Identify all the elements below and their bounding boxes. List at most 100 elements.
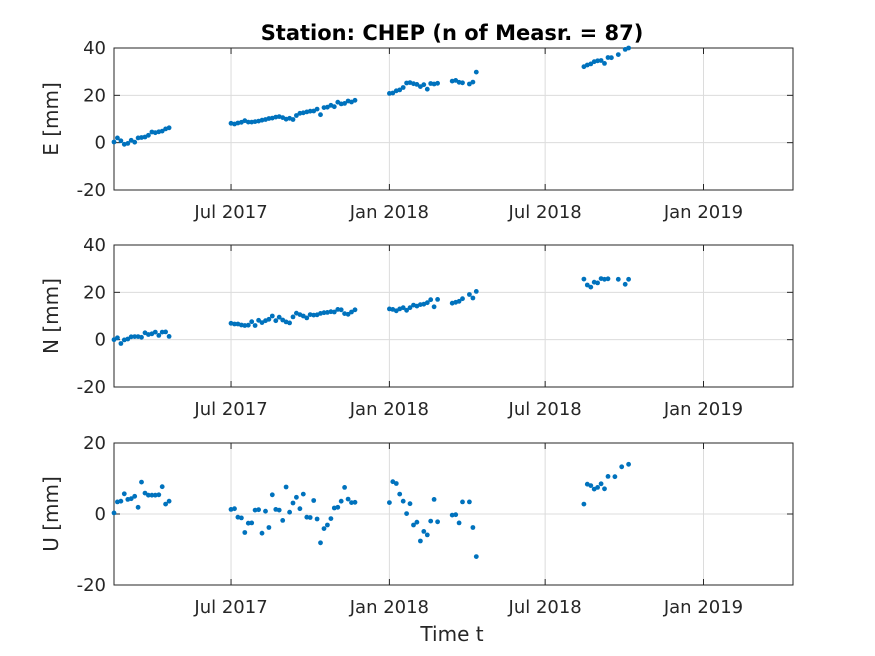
data-point bbox=[132, 139, 138, 145]
data-point bbox=[159, 128, 165, 134]
data-point bbox=[345, 496, 351, 502]
data-point bbox=[269, 313, 275, 319]
data-point bbox=[325, 104, 330, 110]
data-point bbox=[269, 492, 275, 498]
data-point bbox=[146, 132, 151, 138]
data-point bbox=[467, 292, 472, 297]
data-point bbox=[156, 492, 162, 498]
data-point bbox=[626, 45, 631, 51]
y-tick-label: 20 bbox=[83, 85, 106, 106]
data-point bbox=[300, 491, 306, 497]
data-point bbox=[460, 499, 465, 505]
x-tick-label: Jul 2018 bbox=[508, 202, 582, 223]
data-point bbox=[276, 314, 282, 320]
data-point bbox=[400, 305, 406, 311]
panel-u: -20 0 20 Jul 2017 Jan 2018 Jul 2018 Jan 2019 U … bbox=[39, 433, 794, 618]
data-point bbox=[581, 501, 587, 507]
data-point bbox=[294, 494, 299, 500]
data-point bbox=[118, 138, 124, 144]
data-point bbox=[314, 516, 320, 522]
y-tick-label: 40 bbox=[83, 38, 106, 59]
data-point bbox=[349, 500, 354, 505]
data-point bbox=[307, 515, 313, 520]
data-point bbox=[400, 498, 406, 504]
data-point bbox=[626, 276, 631, 282]
data-point bbox=[266, 316, 272, 322]
data-point bbox=[287, 509, 292, 515]
data-point bbox=[132, 493, 138, 499]
data-point bbox=[232, 321, 237, 327]
data-point bbox=[342, 485, 347, 490]
x-tick-label: Jul 2018 bbox=[508, 399, 582, 420]
data-point bbox=[115, 135, 120, 141]
data-point bbox=[331, 104, 337, 110]
data-point bbox=[338, 307, 344, 313]
data-point bbox=[163, 329, 169, 335]
data-point bbox=[424, 86, 430, 92]
data-point bbox=[460, 296, 465, 302]
data-point bbox=[424, 532, 430, 538]
x-tick-label: Jan 2018 bbox=[349, 399, 429, 420]
x-tick-label: Jul 2017 bbox=[193, 399, 267, 420]
data-point bbox=[273, 318, 279, 324]
y-axis-label: U [mm] bbox=[39, 476, 63, 552]
data-point bbox=[276, 507, 282, 513]
data-point bbox=[338, 498, 344, 504]
data-point bbox=[431, 304, 437, 310]
data-point bbox=[300, 313, 306, 319]
data-point bbox=[612, 474, 618, 480]
chart-panels: -20 0 20 40 Jul 2017 Jan 2018 Jul 2018 Jan 2019… bbox=[39, 38, 794, 618]
data-point bbox=[266, 525, 272, 530]
data-point bbox=[245, 119, 251, 125]
data-point bbox=[283, 484, 289, 490]
x-tick-label: Jan 2018 bbox=[349, 202, 429, 223]
data-point bbox=[290, 500, 296, 506]
data-point bbox=[328, 516, 334, 521]
data-point bbox=[595, 280, 600, 286]
data-point bbox=[407, 305, 413, 311]
data-point bbox=[473, 69, 479, 75]
data-point bbox=[297, 506, 303, 512]
data-point bbox=[249, 319, 255, 325]
data-point bbox=[146, 492, 151, 498]
data-point bbox=[139, 479, 144, 485]
data-point bbox=[259, 320, 265, 325]
x-tick-label: Jan 2019 bbox=[663, 399, 743, 420]
data-point bbox=[290, 314, 296, 320]
data-point bbox=[307, 108, 313, 114]
y-tick-label: -20 bbox=[77, 377, 106, 398]
y-tick-label: 0 bbox=[95, 330, 106, 351]
data-point bbox=[588, 284, 594, 290]
data-point bbox=[307, 312, 313, 317]
data-point bbox=[588, 61, 594, 67]
data-point bbox=[166, 498, 172, 504]
data-point bbox=[166, 125, 172, 131]
data-point bbox=[581, 276, 587, 282]
data-point bbox=[139, 334, 144, 340]
data-point bbox=[397, 491, 403, 497]
data-point bbox=[287, 320, 292, 326]
data-point bbox=[156, 333, 162, 338]
data-point bbox=[453, 512, 459, 518]
data-point bbox=[135, 504, 141, 510]
data-point bbox=[128, 137, 134, 143]
data-point bbox=[421, 82, 427, 88]
data-point bbox=[111, 510, 117, 516]
data-point bbox=[128, 334, 134, 340]
panel-e: -20 0 20 40 Jul 2017 Jan 2018 Jul 2018 Jan 2019… bbox=[39, 38, 794, 223]
data-point bbox=[387, 500, 392, 505]
panel-n: -20 0 20 40 Jul 2017 Jan 2018 Jul 2018 Jan 2019… bbox=[39, 235, 794, 420]
data-point bbox=[418, 538, 423, 544]
data-point bbox=[252, 119, 258, 124]
data-point bbox=[111, 139, 117, 145]
y-tick-label: 20 bbox=[83, 433, 106, 454]
data-point bbox=[404, 511, 409, 516]
data-point bbox=[605, 474, 611, 479]
data-point bbox=[318, 540, 323, 546]
data-point bbox=[619, 464, 625, 470]
data-point bbox=[245, 322, 251, 328]
data-point bbox=[473, 554, 479, 559]
data-point bbox=[397, 87, 403, 93]
data-point bbox=[421, 529, 427, 534]
